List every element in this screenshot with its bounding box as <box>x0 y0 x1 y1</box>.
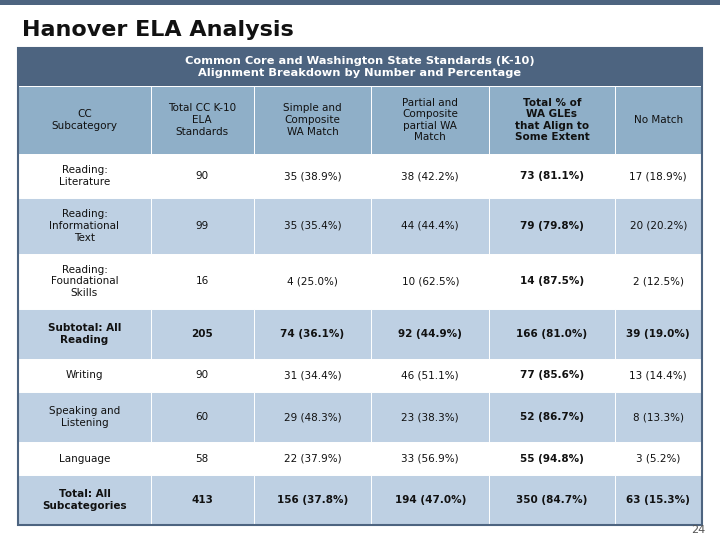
Bar <box>489 254 615 309</box>
Text: 10 (62.5%): 10 (62.5%) <box>402 276 459 286</box>
Bar <box>489 359 615 392</box>
Bar <box>253 254 372 309</box>
Text: 63 (15.3%): 63 (15.3%) <box>626 495 690 505</box>
Bar <box>151 198 253 254</box>
Bar <box>253 154 372 198</box>
Text: 39 (19.0%): 39 (19.0%) <box>626 329 690 339</box>
Text: 58: 58 <box>196 454 209 463</box>
Bar <box>372 442 489 475</box>
Text: 194 (47.0%): 194 (47.0%) <box>395 495 466 505</box>
Text: 55 (94.8%): 55 (94.8%) <box>520 454 584 463</box>
Bar <box>615 86 702 154</box>
Bar <box>18 442 151 475</box>
Text: 4 (25.0%): 4 (25.0%) <box>287 276 338 286</box>
Bar <box>489 154 615 198</box>
Bar <box>489 392 615 442</box>
Bar <box>615 442 702 475</box>
Bar <box>372 254 489 309</box>
Text: 17 (18.9%): 17 (18.9%) <box>629 171 687 181</box>
Text: 44 (44.4%): 44 (44.4%) <box>402 221 459 231</box>
Bar <box>615 198 702 254</box>
Text: 33 (56.9%): 33 (56.9%) <box>402 454 459 463</box>
Text: Reading:
Foundational
Skills: Reading: Foundational Skills <box>50 265 118 298</box>
Text: Hanover ELA Analysis: Hanover ELA Analysis <box>22 20 294 40</box>
Text: 90: 90 <box>196 171 209 181</box>
Bar <box>253 86 372 154</box>
Bar <box>615 475 702 525</box>
Bar <box>372 154 489 198</box>
Bar <box>615 254 702 309</box>
Bar <box>18 475 151 525</box>
Text: 31 (34.4%): 31 (34.4%) <box>284 370 341 381</box>
Text: 14 (87.5%): 14 (87.5%) <box>520 276 584 286</box>
Text: Reading:
Literature: Reading: Literature <box>59 165 110 187</box>
Bar <box>151 154 253 198</box>
Text: 8 (13.3%): 8 (13.3%) <box>633 412 684 422</box>
Text: 23 (38.3%): 23 (38.3%) <box>402 412 459 422</box>
Bar <box>489 475 615 525</box>
Text: Reading:
Informational
Text: Reading: Informational Text <box>50 210 120 242</box>
Text: 20 (20.2%): 20 (20.2%) <box>629 221 687 231</box>
Bar <box>151 359 253 392</box>
Bar <box>372 86 489 154</box>
Bar <box>615 309 702 359</box>
Text: 35 (35.4%): 35 (35.4%) <box>284 221 341 231</box>
Text: Total % of
WA GLEs
that Align to
Some Extent: Total % of WA GLEs that Align to Some Ex… <box>515 98 589 143</box>
Text: 29 (48.3%): 29 (48.3%) <box>284 412 341 422</box>
Text: No Match: No Match <box>634 115 683 125</box>
Text: Speaking and
Listening: Speaking and Listening <box>49 406 120 428</box>
Bar <box>151 309 253 359</box>
Text: 22 (37.9%): 22 (37.9%) <box>284 454 341 463</box>
Text: 3 (5.2%): 3 (5.2%) <box>636 454 680 463</box>
Text: 79 (79.8%): 79 (79.8%) <box>520 221 584 231</box>
Text: 35 (38.9%): 35 (38.9%) <box>284 171 341 181</box>
Bar <box>18 254 151 309</box>
Text: 77 (85.6%): 77 (85.6%) <box>520 370 584 381</box>
Bar <box>615 154 702 198</box>
Text: Simple and
Composite
WA Match: Simple and Composite WA Match <box>283 103 342 137</box>
Bar <box>18 198 151 254</box>
Bar <box>253 392 372 442</box>
Text: 38 (42.2%): 38 (42.2%) <box>402 171 459 181</box>
Text: 90: 90 <box>196 370 209 381</box>
Bar <box>18 48 702 86</box>
Text: 13 (14.4%): 13 (14.4%) <box>629 370 687 381</box>
Text: 24: 24 <box>690 525 705 535</box>
Bar <box>372 392 489 442</box>
Text: 350 (84.7%): 350 (84.7%) <box>516 495 588 505</box>
Bar <box>253 475 372 525</box>
Text: 52 (86.7%): 52 (86.7%) <box>520 412 584 422</box>
Text: 166 (81.0%): 166 (81.0%) <box>516 329 588 339</box>
Text: 2 (12.5%): 2 (12.5%) <box>633 276 684 286</box>
Bar <box>18 359 151 392</box>
Bar <box>151 392 253 442</box>
Text: 156 (37.8%): 156 (37.8%) <box>277 495 348 505</box>
Bar <box>0 0 720 5</box>
Text: 99: 99 <box>196 221 209 231</box>
Bar <box>372 359 489 392</box>
Text: 46 (51.1%): 46 (51.1%) <box>402 370 459 381</box>
Bar <box>151 475 253 525</box>
Text: Total CC K-10
ELA
Standards: Total CC K-10 ELA Standards <box>168 103 236 137</box>
Text: 16: 16 <box>196 276 209 286</box>
Bar <box>253 309 372 359</box>
Text: CC
Subcategory: CC Subcategory <box>52 109 117 131</box>
Bar <box>151 254 253 309</box>
Text: 74 (36.1%): 74 (36.1%) <box>280 329 345 339</box>
Bar <box>615 392 702 442</box>
Bar <box>615 359 702 392</box>
Text: 92 (44.9%): 92 (44.9%) <box>398 329 462 339</box>
Bar <box>18 86 151 154</box>
Text: Common Core and Washington State Standards (K-10)
Alignment Breakdown by Number : Common Core and Washington State Standar… <box>185 56 535 78</box>
Bar <box>489 442 615 475</box>
Text: 73 (81.1%): 73 (81.1%) <box>520 171 584 181</box>
Bar <box>151 86 253 154</box>
Bar <box>489 309 615 359</box>
Bar <box>372 475 489 525</box>
Text: Partial and
Composite
partial WA
Match: Partial and Composite partial WA Match <box>402 98 458 143</box>
Text: Total: All
Subcategories: Total: All Subcategories <box>42 489 127 511</box>
Bar <box>489 86 615 154</box>
Text: Subtotal: All
Reading: Subtotal: All Reading <box>48 323 121 345</box>
Bar <box>151 442 253 475</box>
Bar <box>18 154 151 198</box>
